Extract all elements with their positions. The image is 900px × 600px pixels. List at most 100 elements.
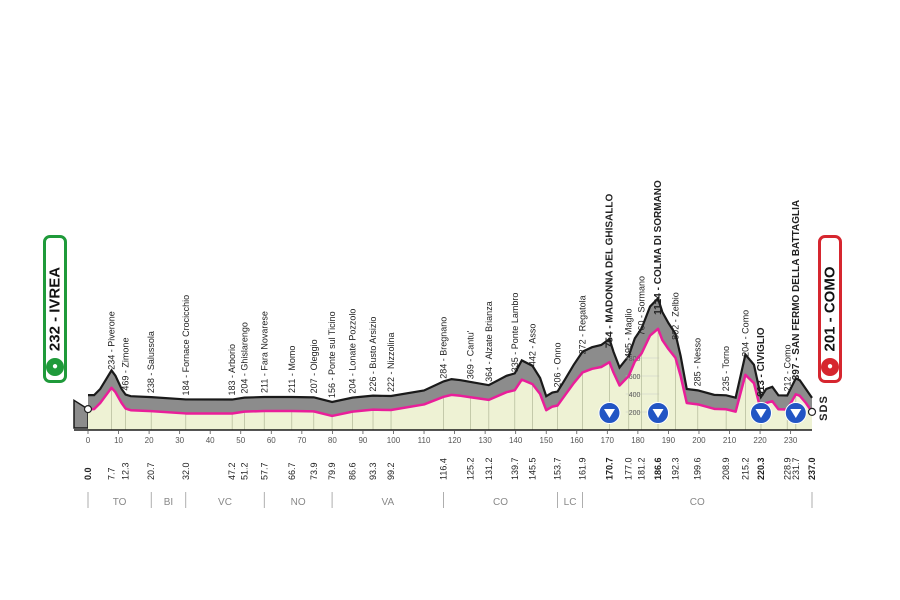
elevation-tick-label: 800 xyxy=(629,356,641,363)
profile-ridge-line xyxy=(88,296,813,404)
place-label: 207 - Oleggio xyxy=(309,339,319,393)
elevation-tick-label: 200 xyxy=(629,410,641,417)
km-label: 145.5 xyxy=(527,457,537,480)
km-label: 93.3 xyxy=(368,462,378,480)
region-label: VC xyxy=(218,497,232,508)
place-label: 760 - Sormano xyxy=(637,276,647,336)
place-label: 211 - Momo xyxy=(287,346,297,393)
elevation-tick-label: 400 xyxy=(629,392,641,399)
km-label: 208.9 xyxy=(721,457,731,480)
place-label: 613 - CIVIGLIO xyxy=(756,327,767,397)
place-label: 204 - Ghislarengo xyxy=(239,322,249,394)
place-label: 284 - Bregnano xyxy=(439,317,449,379)
place-label: 369 - Cantu' xyxy=(465,330,475,379)
x-tick-label: 70 xyxy=(297,436,306,445)
x-tick-label: 30 xyxy=(175,436,184,445)
region-label: NO xyxy=(291,497,306,508)
place-label: 285 - Nesso xyxy=(693,338,703,387)
km-label: 86.6 xyxy=(348,462,358,480)
km-label: 0.0 xyxy=(83,467,93,480)
road-line xyxy=(88,327,814,418)
place-label: 754 - MADONNA DEL GHISALLO xyxy=(604,193,615,348)
place-label: 183 - Arborio xyxy=(227,344,237,396)
place-label: 364 - Alzate Brianza xyxy=(484,301,494,382)
x-tick-label: 90 xyxy=(358,436,367,445)
km-label: 131.2 xyxy=(484,457,494,480)
x-tick-label: 220 xyxy=(753,436,767,445)
km-label: 125.2 xyxy=(465,457,475,480)
place-label: 802 - Zelbio xyxy=(670,292,680,340)
km-label: 32.0 xyxy=(181,462,191,480)
place-label: 211 - Fara Novarese xyxy=(259,311,269,393)
sds-logo: SDS xyxy=(817,395,830,421)
place-label: 238 - Salussola xyxy=(146,331,156,393)
km-label: 228.9 xyxy=(782,457,792,480)
x-tick-label: 150 xyxy=(540,436,554,445)
x-tick-label: 170 xyxy=(601,436,615,445)
x-tick-label: 110 xyxy=(418,436,431,445)
km-label: 47.2 xyxy=(227,462,237,480)
place-label: 222 - Nizzolina xyxy=(386,332,396,392)
gpm-triangle-icon xyxy=(755,409,767,418)
km-label: 116.4 xyxy=(439,458,449,480)
x-tick-label: 140 xyxy=(509,436,523,445)
km-label: 99.2 xyxy=(386,462,396,480)
place-label: 156 - Ponte sul Ticino xyxy=(327,311,337,398)
finish-dot xyxy=(807,407,817,417)
km-label: 181.2 xyxy=(637,457,647,480)
start-dot xyxy=(83,405,93,414)
profile-relief xyxy=(88,298,812,416)
start-label: 232 - IVREA xyxy=(46,266,64,352)
x-tick-label: 160 xyxy=(570,436,584,445)
x-tick-label: 50 xyxy=(236,436,245,445)
region-label: LC xyxy=(564,497,577,508)
x-tick-label: 230 xyxy=(784,436,798,445)
km-label: 51.2 xyxy=(239,462,249,480)
km-label: 199.6 xyxy=(693,457,703,480)
place-label: 272 - Regatola xyxy=(578,295,588,354)
km-label: 79.9 xyxy=(327,462,337,480)
place-label: 204 - Como xyxy=(740,310,750,357)
region-label: TO xyxy=(113,497,127,508)
x-tick-label: 80 xyxy=(328,436,337,445)
km-label: 66.7 xyxy=(287,462,297,480)
region-label: BI xyxy=(164,497,173,508)
finish-label: 201 - COMO xyxy=(821,266,839,352)
km-label: 220.3 xyxy=(756,457,766,480)
profile-side-relief xyxy=(73,398,89,429)
km-label: 12.3 xyxy=(121,462,131,480)
km-label: 57.7 xyxy=(259,462,269,480)
place-label: 335 - Ponte Lambro xyxy=(510,293,520,373)
x-tick-label: 40 xyxy=(206,436,215,445)
place-label: 226 - Busto Arsizio xyxy=(368,317,378,392)
profile-area xyxy=(88,328,812,430)
start-cyclist-icon: ● xyxy=(46,358,64,376)
place-label: 212 - Como xyxy=(782,344,792,391)
start-marker: 232 - IVREA ● xyxy=(43,235,67,383)
x-tick-label: 20 xyxy=(145,436,154,445)
km-label: 215.2 xyxy=(740,457,750,480)
x-tick-label: 200 xyxy=(692,436,706,445)
km-label: 192.3 xyxy=(670,457,680,480)
km-label: 139.7 xyxy=(510,457,520,480)
gpm-triangle-icon xyxy=(603,409,615,418)
place-label: 442 - Asso xyxy=(527,324,537,367)
gpm-triangle-icon xyxy=(652,409,664,418)
km-label: 231.7 xyxy=(791,457,801,480)
finish-marker: 201 - COMO ● xyxy=(818,235,842,383)
place-label: 1124 - COLMA DI SORMANO xyxy=(653,180,664,315)
km-label: 237.0 xyxy=(807,457,817,480)
x-tick-label: 60 xyxy=(267,436,276,445)
km-label: 20.7 xyxy=(146,462,156,480)
x-tick-label: 190 xyxy=(662,436,676,445)
km-label: 73.9 xyxy=(309,462,319,480)
region-label: VA xyxy=(382,497,395,508)
km-label: 161.9 xyxy=(578,457,588,480)
place-label: 235 - Torno xyxy=(721,346,731,391)
elevation-tick-label: 600 xyxy=(629,374,641,381)
x-tick-label: 180 xyxy=(631,436,645,445)
x-tick-label: 0 xyxy=(86,436,91,445)
place-label: 204 - Lonate Pozzolo xyxy=(348,309,358,394)
x-tick-label: 120 xyxy=(448,436,462,445)
